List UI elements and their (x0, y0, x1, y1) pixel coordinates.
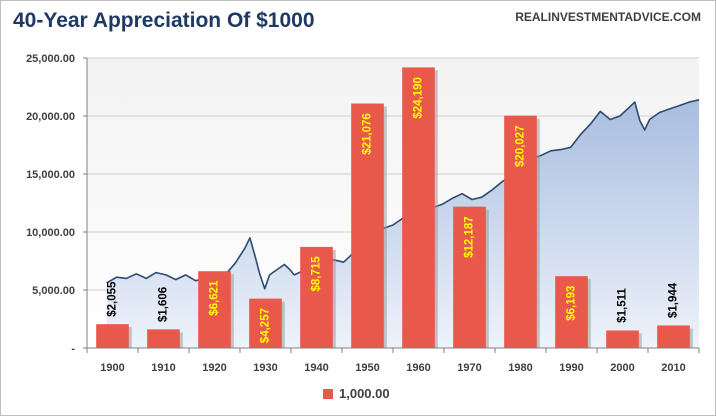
bar (504, 115, 537, 348)
x-tick-label: 2000 (610, 362, 634, 374)
bars (96, 67, 693, 349)
bar (657, 325, 690, 348)
bar (300, 246, 333, 348)
legend: 1,000.00 (323, 386, 390, 401)
bar (249, 298, 282, 348)
data-label: $24,190 (413, 77, 425, 119)
bar (198, 271, 231, 348)
x-tick-label: 1970 (457, 362, 481, 374)
x-tick-label: 1950 (355, 362, 379, 374)
data-label: $6,193 (566, 286, 578, 321)
data-label: $20,027 (515, 125, 527, 167)
bar (606, 330, 639, 348)
legend-label: 1,000.00 (339, 386, 390, 401)
x-tick-label: 1980 (508, 362, 532, 374)
data-labels: $2,055 $1,606 $6,621 $4,257 $8,715 $21,076 $24… (107, 77, 680, 343)
bar (147, 329, 180, 348)
data-label: $1,511 (617, 288, 629, 323)
y-tick-label: 20,000.00 (26, 111, 75, 123)
bar (351, 103, 384, 348)
y-tick-label: 5,000.00 (32, 285, 75, 297)
bar (453, 206, 486, 348)
data-label: $6,621 (209, 280, 221, 316)
y-tick-label: 15,000.00 (26, 169, 75, 181)
x-tick-label: 2010 (661, 362, 685, 374)
x-tick-label: 1910 (151, 362, 175, 374)
data-label: $1,606 (158, 287, 170, 322)
bar (555, 276, 588, 348)
x-tick-label: 1940 (304, 362, 328, 374)
data-label: $21,076 (362, 113, 374, 155)
x-tick-label: 1960 (406, 362, 430, 374)
data-label: $8,715 (311, 256, 323, 292)
chart-title: 40-Year Appreciation Of $1000 (13, 9, 315, 32)
y-tick-label: 10,000.00 (26, 227, 75, 239)
y-tick-label: - (71, 343, 75, 355)
data-label: $2,055 (107, 281, 119, 317)
data-label: $12,187 (464, 216, 476, 258)
x-tick-label: 1930 (253, 362, 277, 374)
source-credit: REALINVESTMENTADVICE.COM (515, 10, 701, 24)
bar (402, 67, 435, 349)
data-label: $4,257 (260, 308, 272, 343)
bar (96, 324, 129, 348)
y-tick-label: 25,000.00 (26, 53, 75, 65)
y-axis-ticks: - 5,000.00 10,000.00 15,000.00 20,000.00 25,0… (26, 53, 87, 355)
data-label: $1,944 (668, 282, 680, 318)
legend-swatch (323, 389, 333, 399)
x-axis-ticks: 1900 1910 1920 1930 1940 1950 1960 1970 1980 1990… (86, 348, 700, 374)
x-tick-label: 1990 (559, 362, 583, 374)
x-tick-label: 1900 (100, 362, 124, 374)
x-tick-label: 1920 (202, 362, 226, 374)
